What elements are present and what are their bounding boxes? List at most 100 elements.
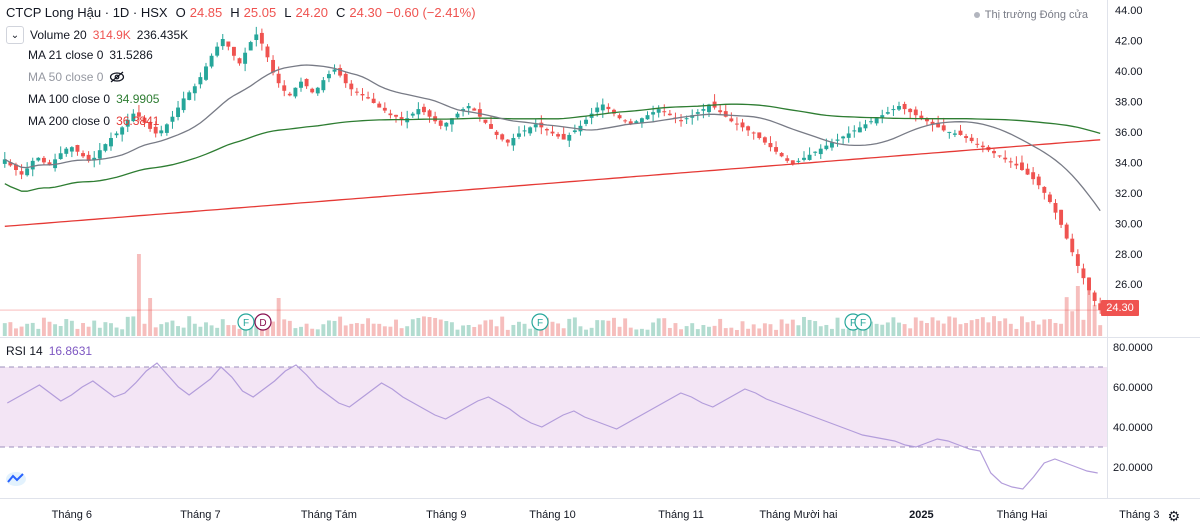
candle-body: [181, 98, 186, 111]
volume-bar: [824, 324, 829, 336]
legend-ma100[interactable]: MA 100 close 0 34.9905: [28, 92, 159, 106]
volume-bar: [667, 327, 672, 336]
volume-bar: [159, 324, 164, 336]
price-axis-tick-label: 36.00: [1115, 127, 1143, 139]
candle-body: [254, 34, 259, 40]
high-label: H: [230, 5, 240, 20]
change-value: −0.60 (−2.41%): [385, 5, 476, 20]
event-marker-icon[interactable]: [531, 313, 549, 331]
volume-bar: [422, 316, 426, 336]
collapse-chevron-icon[interactable]: ⌄: [6, 26, 24, 44]
candle-body: [382, 107, 387, 111]
volume-bar: [572, 317, 577, 336]
candle-body: [237, 58, 242, 64]
candle-body: [818, 148, 823, 155]
event-marker-icon[interactable]: [254, 313, 272, 331]
volume-bar: [304, 323, 309, 336]
volume-bar: [936, 320, 941, 336]
legend-ma200[interactable]: MA 200 close 0 36.3841: [28, 114, 159, 128]
volume-bar: [841, 328, 846, 336]
legend-volume[interactable]: ⌄ Volume 20 314.9K 236.435K: [6, 26, 188, 44]
volume-bar: [41, 317, 46, 336]
candle-body: [36, 157, 41, 161]
ma100-line: [4, 103, 1101, 192]
volume-bar: [952, 317, 957, 336]
volume-bar: [617, 326, 622, 336]
low-value: 24.20: [295, 5, 328, 20]
legend-ma21-name: MA 21 close 0: [28, 48, 104, 62]
volume-bar: [321, 324, 326, 336]
volume-bar: [338, 316, 343, 336]
volume-bar: [734, 329, 739, 336]
volume-bar: [623, 318, 628, 336]
candle-body: [891, 109, 896, 111]
volume-bar: [679, 329, 683, 336]
candle-body: [813, 151, 818, 153]
volume-bar: [908, 328, 913, 336]
event-marker-icon[interactable]: [237, 313, 255, 331]
legend-ma50[interactable]: MA 50 close 0: [28, 70, 125, 84]
volume-bar: [869, 321, 874, 336]
volume-bar: [556, 323, 561, 336]
volume-bar: [964, 323, 969, 336]
candle-body: [790, 160, 795, 164]
volume-bar: [176, 326, 181, 336]
volume-bar: [2, 323, 7, 336]
candle-body: [97, 150, 102, 159]
hidden-eye-icon[interactable]: [109, 71, 125, 83]
volume-bar: [768, 324, 773, 336]
volume-bar: [802, 316, 806, 336]
volume-bar: [287, 320, 292, 336]
volume-bar: [986, 322, 991, 336]
candle-body: [103, 144, 108, 151]
candle-body: [774, 147, 779, 152]
candle-body: [461, 109, 466, 111]
candle-body: [315, 87, 320, 94]
price-axis-tick-label: 42.00: [1115, 36, 1143, 48]
ma200-line: [4, 139, 1101, 227]
candle-body: [19, 171, 24, 175]
price-axis-tick-label: 34.00: [1115, 157, 1143, 169]
candle-body: [75, 145, 80, 152]
volume-bar: [874, 323, 879, 336]
candle-body: [455, 113, 460, 118]
volume-bar: [992, 316, 996, 336]
candle-body: [192, 86, 197, 94]
volume-bar: [690, 323, 695, 336]
settings-gear-icon[interactable]: ⚙: [1167, 508, 1180, 524]
time-axis-tick-label: Tháng 10: [529, 509, 575, 521]
candle-body: [1036, 176, 1041, 186]
candle-body: [863, 124, 868, 129]
volume-bar: [1092, 304, 1097, 336]
candle-body: [282, 85, 287, 91]
legend-rsi[interactable]: RSI 14 16.8631: [6, 344, 92, 358]
candle-body: [321, 80, 326, 91]
volume-bar: [1036, 324, 1041, 336]
price-axis-tick-label: 40.00: [1115, 66, 1143, 78]
volume-bar: [215, 327, 220, 336]
volume-bar: [494, 326, 499, 336]
volume-bar: [1025, 322, 1030, 336]
volume-bar: [1087, 281, 1091, 336]
symbol-header: CTCP Long Hậu · 1D · HSX O 24.85 H 25.05 L…: [6, 5, 476, 20]
volume-bar: [561, 328, 566, 336]
candle-body: [846, 133, 851, 138]
candle-body: [623, 120, 628, 122]
volume-bar: [477, 324, 482, 336]
volume-bar: [857, 325, 862, 336]
volume-bar: [58, 326, 63, 336]
candle-body: [947, 131, 952, 133]
tradingview-logo-icon[interactable]: [4, 468, 28, 488]
volume-bar: [550, 321, 555, 336]
volume-bar: [930, 317, 935, 336]
candle-body: [857, 127, 862, 133]
volume-bar: [489, 319, 493, 336]
event-marker-icon[interactable]: [854, 313, 872, 331]
time-axis-tick-label: 2025: [909, 509, 933, 521]
candle-body: [449, 118, 454, 125]
legend-ma100-value: 34.9905: [116, 92, 160, 106]
legend-ma21[interactable]: MA 21 close 0 31.5286: [28, 48, 153, 62]
candle-body: [841, 136, 846, 139]
symbol-title[interactable]: CTCP Long Hậu · 1D · HSX: [6, 5, 168, 20]
